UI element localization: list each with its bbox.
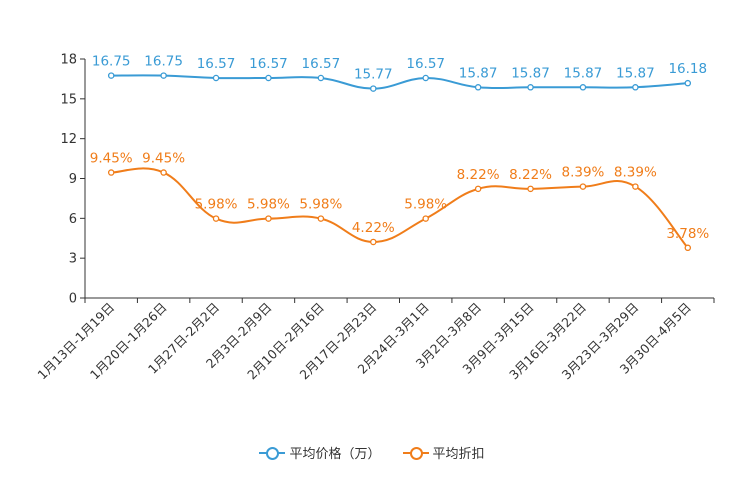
data-point (265, 74, 272, 82)
data-label: 16.57 (406, 56, 445, 72)
legend-item-discount[interactable]: 平均折扣 (402, 443, 485, 462)
data-label: 16.18 (668, 61, 707, 77)
legend-price-marker-icon (259, 446, 286, 460)
data-label: 9.45% (142, 151, 185, 167)
data-point (527, 185, 534, 193)
y-tick-label: 3 (69, 252, 77, 267)
series-line-0 (111, 74, 688, 90)
data-label: 9.45% (90, 151, 133, 167)
data-point (422, 215, 429, 222)
data-label: 16.57 (249, 56, 288, 72)
data-point (632, 183, 639, 190)
legend-item-price[interactable]: 平均价格（万） (259, 443, 381, 462)
legend-discount-label: 平均折扣 (432, 447, 485, 462)
data-label: 5.98% (404, 197, 447, 213)
data-label: 16.75 (92, 54, 131, 70)
data-point (632, 84, 639, 91)
data-point (370, 85, 377, 92)
data-label: 8.22% (509, 167, 552, 183)
data-point (474, 84, 482, 91)
data-point (265, 215, 272, 222)
legend-discount-marker-icon (402, 446, 429, 460)
data-label: 5.98% (195, 197, 238, 213)
data-label: 3.78% (666, 226, 709, 242)
data-label: 16.75 (144, 54, 183, 70)
data-point (212, 74, 220, 82)
data-label: 8.39% (614, 165, 657, 181)
data-label: 15.87 (616, 65, 655, 81)
legend-price-dot (266, 446, 280, 460)
data-point (317, 74, 325, 82)
data-point (317, 215, 325, 222)
data-label: 8.39% (562, 165, 605, 181)
data-point (160, 169, 167, 176)
y-tick-label: 18 (60, 53, 77, 68)
data-point (684, 79, 692, 87)
data-label: 5.98% (247, 197, 290, 213)
data-label: 15.77 (354, 67, 393, 83)
y-tick-label: 15 (60, 92, 77, 107)
data-point (370, 238, 377, 246)
data-label: 5.98% (299, 197, 342, 213)
data-point (107, 72, 115, 79)
data-label: 4.22% (352, 220, 395, 236)
y-tick-label: 6 (69, 212, 77, 227)
data-point (422, 74, 429, 82)
data-label: 16.57 (302, 56, 341, 72)
legend: 平均价格（万） 平均折扣 (0, 443, 744, 462)
data-label: 15.87 (564, 65, 603, 81)
y-tick-label: 0 (69, 292, 77, 307)
y-tick-label: 12 (60, 132, 77, 147)
data-label: 15.87 (459, 65, 498, 81)
legend-discount-dot (409, 446, 423, 460)
data-point (107, 169, 115, 176)
data-point (212, 215, 220, 222)
data-label: 15.87 (511, 65, 550, 81)
data-point (527, 84, 534, 91)
data-point (579, 84, 587, 91)
series-line-1 (111, 167, 689, 249)
data-point (474, 185, 482, 193)
data-point (684, 244, 692, 252)
data-label: 16.57 (197, 56, 236, 72)
data-point (579, 183, 587, 190)
data-label: 8.22% (457, 167, 500, 183)
y-tick-label: 9 (69, 172, 77, 187)
data-point (160, 72, 167, 79)
legend-price-label: 平均价格（万） (289, 447, 381, 462)
